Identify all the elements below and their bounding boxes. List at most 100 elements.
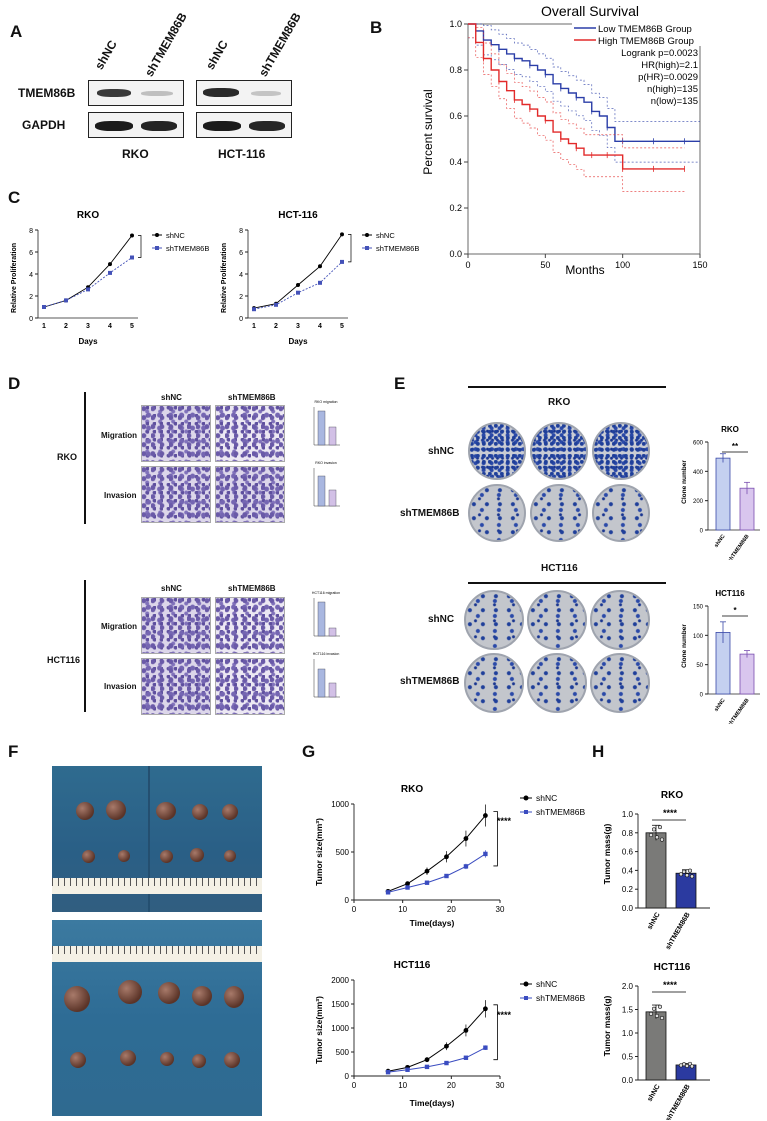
series-line (253, 234, 343, 309)
sig-mark: **** (497, 816, 512, 826)
y-axis-label: Percent survival (421, 89, 435, 174)
x-tick-label: 0 (352, 905, 357, 914)
legend-entry: shTMEM86B (536, 993, 585, 1003)
lane-label: shNC (92, 37, 120, 72)
mini-title: RKO invasion (315, 461, 336, 465)
data-dot (657, 1004, 662, 1009)
panel-label-d: D (8, 374, 21, 393)
x-tick-label: 10 (398, 905, 407, 914)
x-tick-label: 30 (496, 905, 505, 914)
lane-label: shNC (203, 37, 231, 72)
micrograph (215, 466, 285, 523)
legend-entry: shNC (166, 231, 185, 240)
y-tick-label: 150 (693, 605, 704, 611)
data-point (405, 885, 410, 890)
blot-gapdh-rko (88, 112, 184, 138)
series-line (387, 1008, 486, 1072)
chart-title: HCT116 (654, 962, 691, 973)
sig-bracket (493, 811, 498, 867)
y-tick-label: 1.5 (622, 1006, 634, 1015)
x-tick-label: shNC (647, 1084, 662, 1103)
data-point (385, 890, 391, 895)
data-dot (682, 1062, 687, 1067)
y-tick-label: 0 (29, 316, 33, 323)
ci-upper (468, 23, 685, 149)
micrograph (215, 597, 285, 654)
row-label: Migration (101, 622, 137, 631)
x-tick-label: shTMEM86B (727, 698, 751, 724)
sig-mark: ** (732, 442, 739, 451)
data-point (483, 1045, 488, 1050)
panel-g-hct116-legend: shNC shTMEM86B (520, 979, 585, 1003)
col-label: shNC (161, 584, 182, 593)
colony-plate (592, 422, 650, 480)
y-tick-label: 2 (29, 294, 33, 301)
chart-title: HCT116 (394, 960, 431, 971)
y-tick-label: 0.6 (449, 111, 462, 121)
colony-plate (468, 422, 526, 480)
x-tick-label: 4 (318, 323, 322, 330)
x-tick-label: 5 (130, 323, 134, 330)
micrograph (141, 597, 211, 654)
x-tick-label: 1 (252, 323, 256, 330)
x-axis-label: Time(days) (410, 918, 455, 928)
x-tick-label: 20 (447, 1081, 456, 1090)
y-tick-label: 100 (693, 634, 704, 640)
panel-label-a: A (10, 22, 23, 41)
y-axis-label: Tumor mass(g) (602, 995, 612, 1056)
data-point (483, 851, 488, 857)
data-point (42, 305, 46, 309)
cell-line-label: HCT-116 (218, 147, 266, 161)
ci-lower (468, 37, 685, 192)
data-dot (685, 873, 690, 878)
data-point (424, 880, 430, 885)
y-tick-label: 1.0 (622, 810, 634, 819)
y-tick-label: 2 (239, 294, 243, 301)
x-tick-label: 3 (296, 323, 300, 330)
y-tick-label: 1.0 (449, 19, 462, 29)
colony-plate (527, 590, 587, 650)
legend-entry: Low TMEM86B Group (598, 24, 692, 35)
y-tick-label: 0 (700, 693, 704, 699)
stat-text: HR(high)=2.1 (641, 60, 698, 71)
colony-plate (527, 653, 587, 713)
sig-bracket (138, 235, 142, 258)
y-tick-label: 0.4 (449, 157, 462, 167)
data-point (424, 1064, 430, 1070)
y-tick-label: 0.4 (622, 866, 634, 875)
y-tick-label: 0.0 (449, 249, 462, 259)
row-label: shTMEM86B (400, 676, 460, 687)
data-point (340, 259, 344, 264)
data-dot (690, 874, 695, 879)
data-point (296, 283, 300, 287)
y-tick-label: 0 (239, 316, 243, 323)
blot-tmem86b-rko (88, 80, 184, 106)
panel-c-hct116-legend: shNC shTMEM86B (362, 231, 419, 253)
row-label: shTMEM86B (400, 508, 460, 519)
y-tick-label: 500 (336, 1048, 350, 1057)
y-tick-label: 8 (239, 228, 243, 235)
sig-mark: **** (497, 1010, 512, 1020)
panel-label-g: G (302, 742, 316, 761)
y-axis-label: Relative Proliferation (11, 243, 18, 313)
panel-c-rko-legend: shNC shTMEM86B (152, 231, 209, 253)
col-label: shTMEM86B (228, 393, 276, 402)
cell-line-label: RKO (122, 147, 149, 161)
data-point (296, 290, 300, 295)
blot-row-label: TMEM86B (18, 86, 76, 100)
data-dot (682, 869, 687, 874)
tumor-photo-rko (52, 766, 262, 912)
x-tick-label: 0 (352, 1081, 357, 1090)
x-tick-label: 0 (465, 260, 470, 270)
sig-mark: **** (663, 808, 678, 818)
sig-bracket (493, 1004, 498, 1061)
y-tick-label: 0 (345, 896, 350, 905)
y-tick-label: 1.0 (622, 1029, 634, 1038)
panel-g-rko-legend: shNC shTMEM86B (520, 793, 585, 817)
panel-h-hct116-chart: HCT116 0.0 0.5 1.0 1.5 2.0 shNC shTMEM86B Tumo… (602, 962, 710, 1120)
x-tick-label: 100 (615, 260, 630, 270)
legend-entry: shTMEM86B (376, 244, 419, 253)
data-dot (654, 835, 659, 840)
panel-label-b: B (370, 18, 383, 37)
chart-title: RKO (721, 425, 739, 434)
